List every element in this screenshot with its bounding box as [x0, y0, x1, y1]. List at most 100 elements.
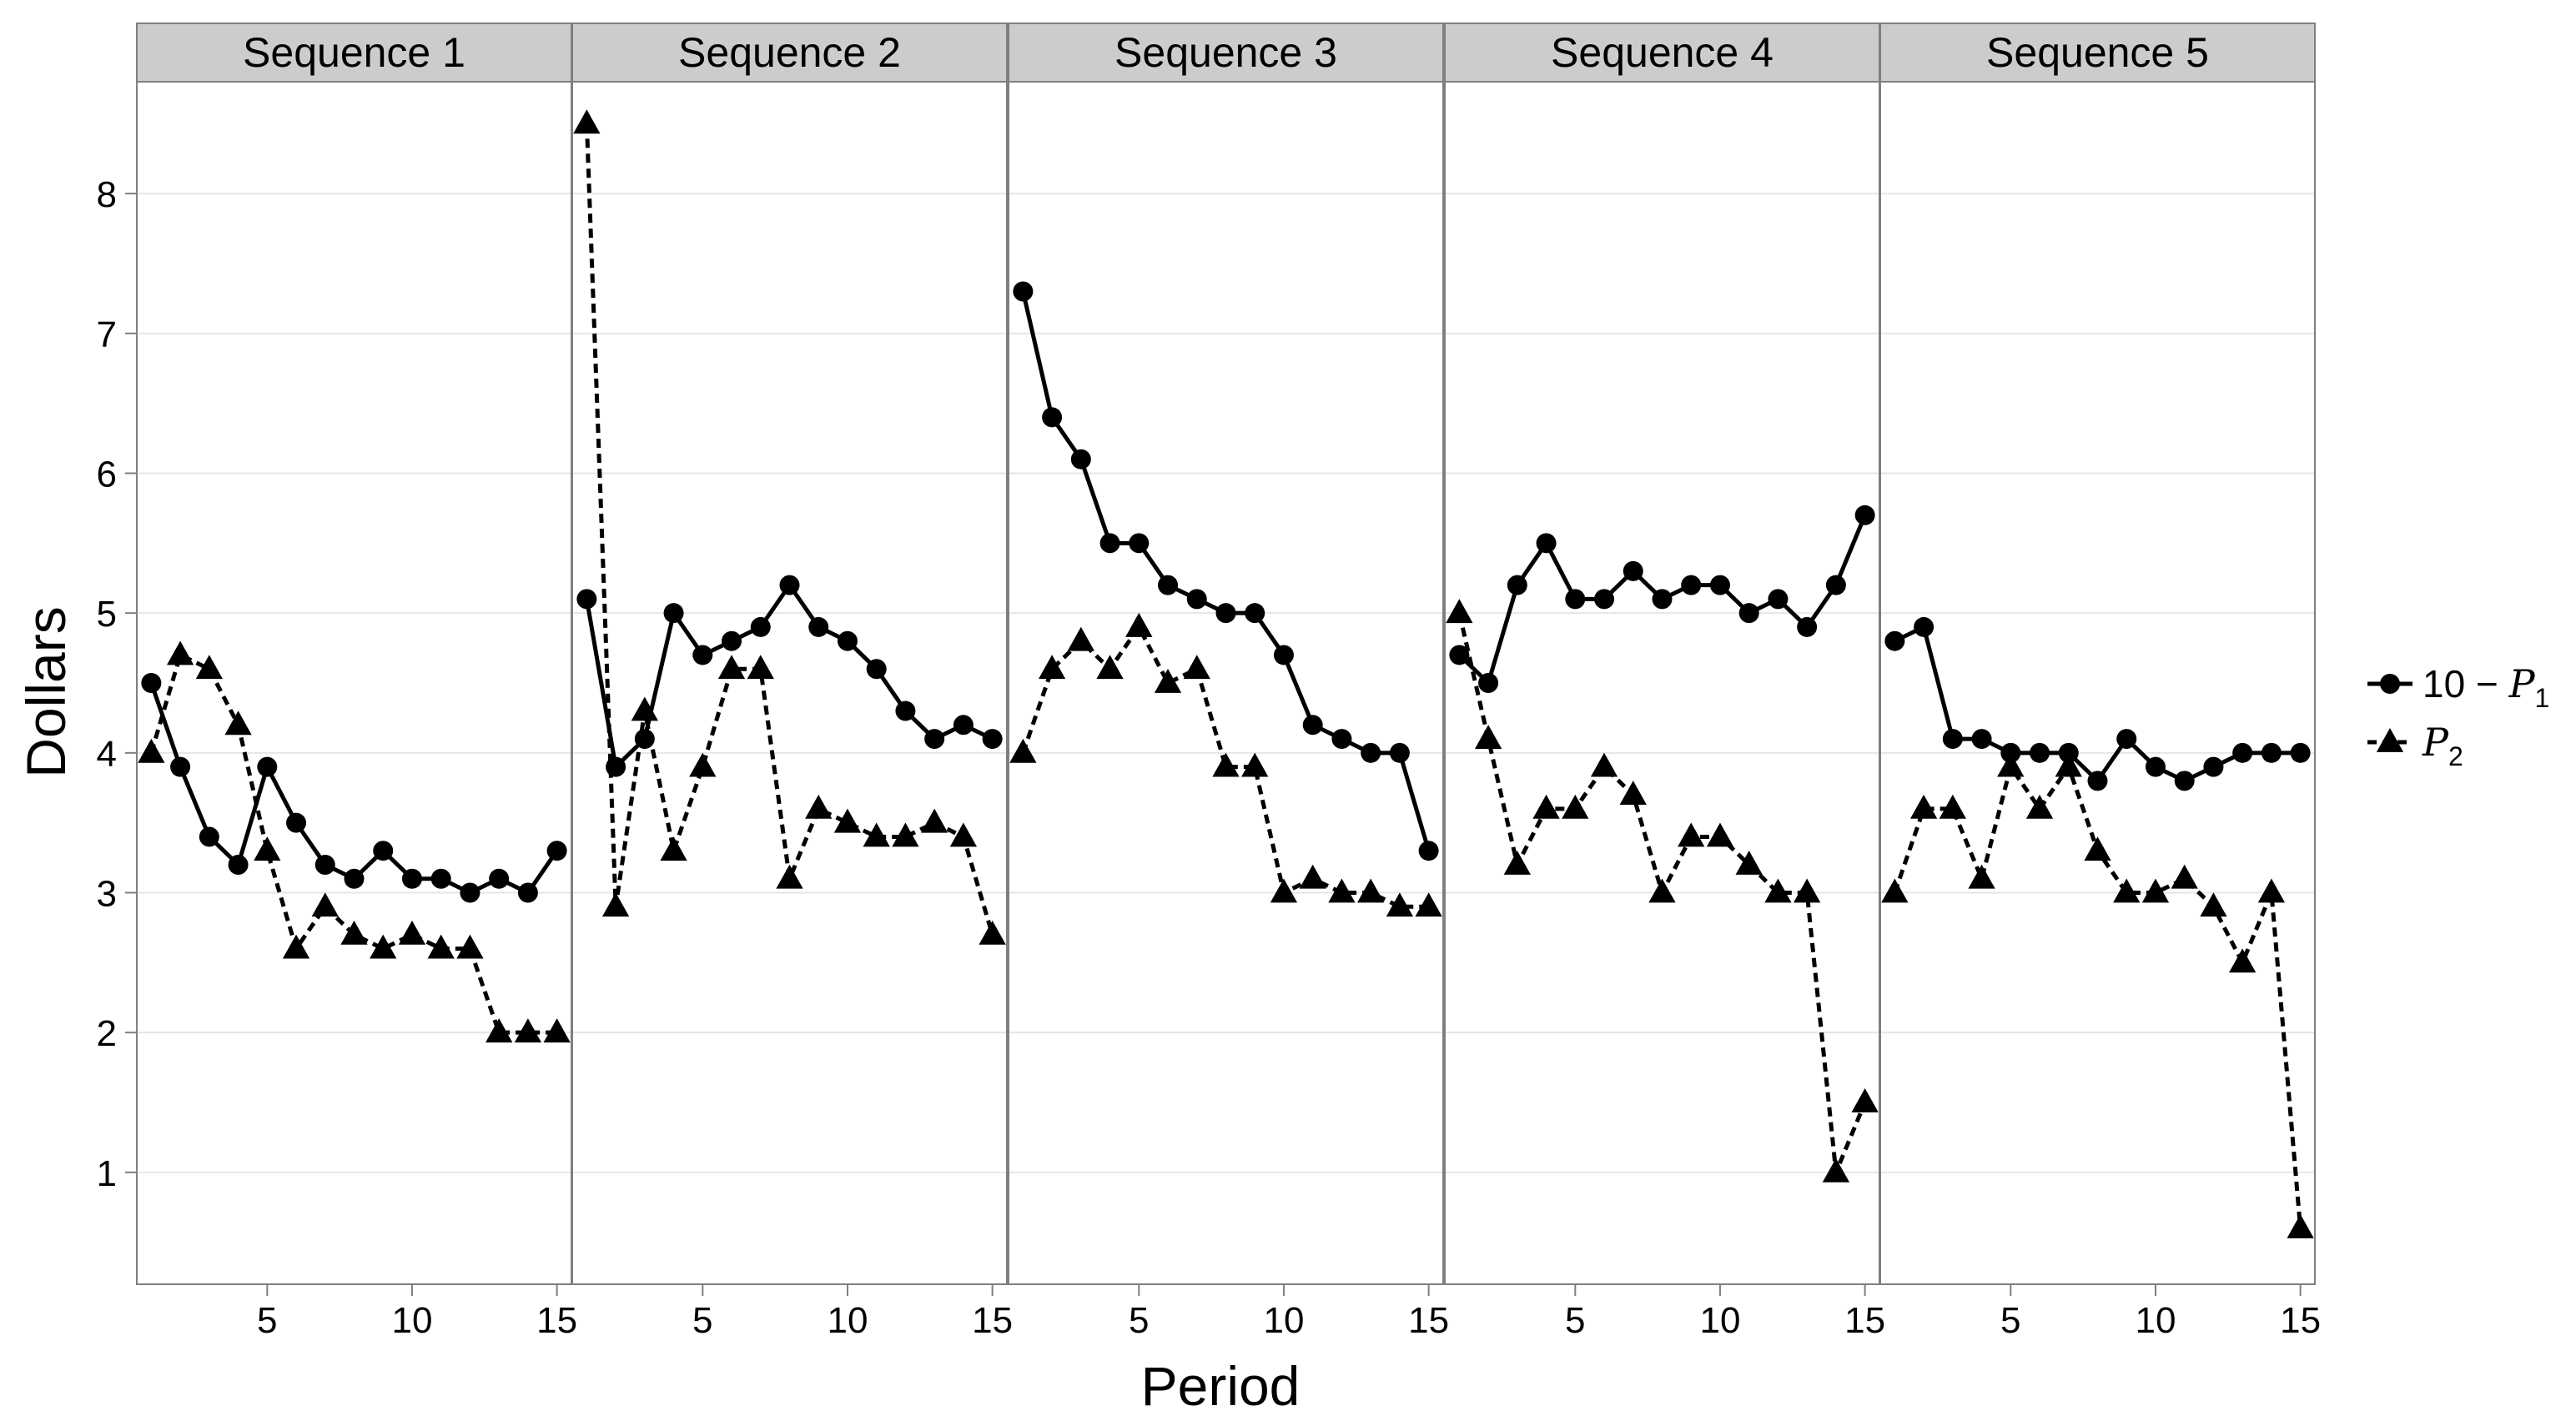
series-p2: [1009, 612, 1442, 917]
data-point-circle: [1478, 673, 1499, 693]
data-point-circle: [1971, 729, 1992, 750]
x-tick-label: 5: [257, 1300, 277, 1341]
data-point-circle: [1825, 575, 1846, 595]
series-p2: [1881, 752, 2314, 1238]
x-tick-label: 10: [1263, 1300, 1304, 1341]
data-point-triangle: [776, 864, 803, 889]
facet-strip: [1879, 23, 2316, 83]
data-point-triangle: [1096, 655, 1124, 680]
data-point-triangle: [1038, 655, 1066, 680]
series-10-minus-p1: [576, 575, 1003, 777]
data-point-circle: [344, 868, 365, 889]
facet-title: Sequence 3: [1114, 29, 1337, 76]
data-point-circle: [141, 673, 162, 693]
data-point-circle: [2116, 729, 2137, 750]
data-point-triangle: [340, 920, 368, 945]
data-point-triangle: [2171, 864, 2198, 889]
data-point-circle: [460, 882, 480, 903]
data-point-triangle: [1997, 752, 2025, 777]
data-point-circle: [1273, 645, 1294, 665]
data-point-circle: [1652, 589, 1673, 610]
data-point-circle: [2030, 742, 2050, 763]
data-point-triangle: [1851, 1088, 1879, 1112]
x-tick-label: 5: [692, 1300, 712, 1341]
data-point-triangle: [573, 109, 601, 134]
data-point-circle: [199, 826, 219, 847]
data-point-triangle: [2229, 948, 2257, 973]
data-point-triangle: [456, 934, 484, 959]
data-point-triangle: [2113, 878, 2141, 903]
data-point-triangle: [1794, 878, 1821, 903]
data-point-circle: [170, 756, 191, 777]
data-point-triangle: [1386, 892, 1414, 917]
data-point-circle: [489, 868, 510, 889]
facet-panel: Sequence 4 5 10 15: [1444, 23, 1885, 1341]
data-point-circle: [1536, 533, 1557, 554]
data-point-triangle: [1299, 864, 1326, 889]
x-tick-label: 15: [536, 1300, 577, 1341]
data-point-triangle: [254, 836, 281, 861]
y-tick-label: 2: [97, 1013, 117, 1054]
data-point-circle: [2290, 742, 2311, 763]
data-point-triangle: [282, 934, 310, 959]
x-tick-label: 10: [827, 1300, 868, 1341]
data-point-circle: [2174, 771, 2195, 791]
y-tick-label: 1: [97, 1153, 117, 1194]
data-point-circle: [866, 659, 887, 680]
series-line: [148, 652, 557, 1035]
data-point-circle: [1331, 729, 1352, 750]
data-point-circle: [982, 729, 1003, 750]
data-point-circle: [1884, 630, 1905, 651]
data-point-triangle: [166, 640, 194, 665]
x-tick-label: 5: [1129, 1300, 1149, 1341]
legend-key-triangle: [2376, 728, 2404, 752]
data-point-triangle: [747, 655, 774, 680]
data-point-triangle: [2287, 1213, 2314, 1238]
data-point-triangle: [1881, 878, 1909, 903]
data-point-circle: [895, 700, 916, 721]
data-point-triangle: [2025, 794, 2054, 819]
x-tick-label: 15: [972, 1300, 1013, 1341]
data-point-circle: [401, 868, 422, 889]
data-point-triangle: [1909, 794, 1938, 819]
series-p2: [573, 109, 1006, 945]
data-point-triangle: [1446, 599, 1473, 624]
data-point-triangle: [1328, 878, 1356, 903]
y-tick-label: 6: [97, 454, 117, 495]
data-point-triangle: [1532, 794, 1560, 819]
legend-label: 10 − P1: [2423, 661, 2549, 713]
y-tick-label: 5: [97, 594, 117, 635]
data-point-triangle: [1678, 822, 1705, 847]
data-point-circle: [1158, 575, 1179, 595]
data-point-triangle: [311, 892, 339, 917]
x-tick-label: 10: [391, 1300, 432, 1341]
y-axis-title: Dollars: [15, 606, 77, 777]
data-point-triangle: [1822, 1157, 1850, 1182]
data-point-circle: [1681, 575, 1702, 595]
y-axis: 1 2 3 4 5 6 7 8: [97, 174, 137, 1194]
data-point-triangle: [892, 822, 919, 847]
y-tick-label: 7: [97, 314, 117, 355]
y-tick-label: 3: [97, 874, 117, 915]
data-point-circle: [1129, 533, 1150, 554]
data-point-circle: [1709, 575, 1730, 595]
data-point-triangle: [601, 892, 630, 917]
data-point-circle: [2145, 756, 2166, 777]
x-tick-label: 10: [2135, 1300, 2176, 1341]
x-tick-label: 10: [1699, 1300, 1740, 1341]
data-point-circle: [692, 645, 713, 665]
data-point-triangle: [921, 808, 948, 833]
data-point-circle: [1099, 533, 1120, 554]
data-point-circle: [2232, 742, 2253, 763]
data-point-circle: [1623, 560, 1643, 581]
series-p2: [138, 640, 571, 1043]
data-point-triangle: [631, 696, 658, 721]
data-point-triangle: [486, 1018, 513, 1043]
data-point-circle: [1186, 589, 1207, 610]
facet-panel: Sequence 2 5 10 15: [571, 23, 1013, 1341]
data-point-triangle: [370, 934, 397, 959]
data-point-circle: [2261, 742, 2282, 763]
data-point-circle: [1215, 603, 1236, 624]
data-point-triangle: [1706, 822, 1734, 847]
data-point-circle: [722, 630, 742, 651]
